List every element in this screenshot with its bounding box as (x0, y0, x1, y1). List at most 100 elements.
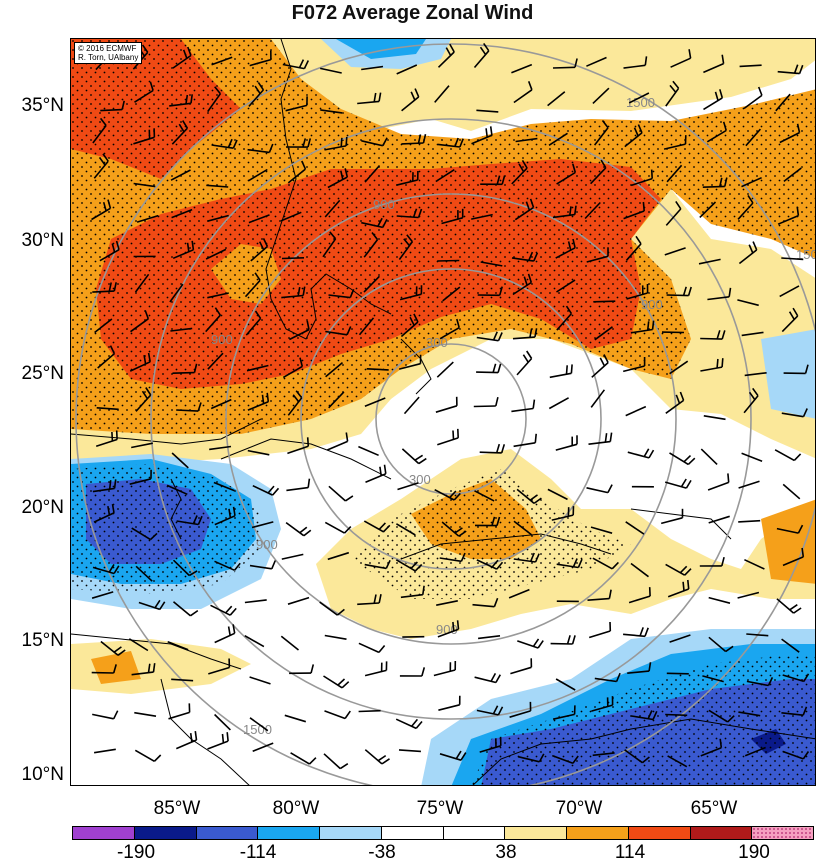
wind-barb (517, 755, 540, 763)
wind-barb (91, 207, 111, 221)
wind-barb (737, 299, 759, 307)
wind-barb-flag (571, 635, 576, 645)
lat-label-20n: 20°N (21, 497, 64, 518)
wind-barb (480, 261, 503, 267)
wind-barb-flag (719, 177, 723, 187)
wind-barb-flag (498, 286, 503, 296)
wind-barb-flag (643, 448, 650, 457)
wind-barb-flag (144, 310, 150, 320)
wind-barb (630, 328, 653, 334)
wind-barb (135, 565, 153, 582)
wind-barb-flag (537, 640, 544, 649)
wind-barb (285, 104, 308, 112)
wind-barb (358, 709, 381, 713)
wind-barb (245, 317, 262, 336)
wind-barb-flag (382, 524, 391, 533)
wind-barb-flag (344, 168, 349, 178)
wind-barb (284, 714, 307, 723)
wind-barb-flag (683, 455, 692, 463)
ring-label: 1500 (796, 247, 816, 262)
wind-barb-flag (682, 581, 685, 591)
wind-barb (320, 67, 342, 74)
wind-barb-flag (232, 506, 236, 516)
wind-barb-flag (292, 394, 300, 403)
wind-barb-flag (99, 157, 106, 166)
wind-barb (476, 109, 499, 113)
wind-barb (556, 563, 579, 569)
wind-barb-flag (639, 627, 644, 637)
wind-barb-flag (637, 124, 643, 134)
wind-barb-flag (227, 138, 233, 148)
wind-barb-flag (412, 208, 418, 218)
wind-barb (698, 258, 721, 265)
wind-barb-flag (254, 310, 262, 319)
wind-barb (172, 601, 191, 617)
wind-barb (172, 54, 192, 69)
wind-barb-flag (793, 607, 802, 614)
wind-barb (738, 519, 761, 523)
wind-barb-flag (214, 86, 222, 95)
wind-barb-flag (567, 241, 572, 251)
wind-barb (96, 407, 119, 411)
wind-barb (437, 143, 460, 148)
wind-barb-flag (337, 678, 346, 686)
wind-barb-flag (298, 59, 305, 69)
wind-barb (590, 167, 607, 185)
wind-barb (366, 368, 389, 371)
wind-barb (364, 164, 381, 183)
wind-barb (248, 214, 270, 224)
wind-barb (471, 134, 493, 145)
wind-barb-flag (108, 282, 112, 292)
ring-label: 900 (256, 537, 278, 552)
wind-barb-flag (262, 238, 269, 247)
wind-barb-flag (633, 127, 639, 137)
wind-barb (287, 168, 306, 184)
wind-barb-flag (193, 363, 198, 373)
wind-barb (358, 642, 380, 654)
wind-barb-flag (414, 454, 424, 461)
wind-barb-flag (147, 352, 151, 362)
wind-barb (252, 484, 273, 496)
wind-barb-flag (604, 433, 608, 443)
wind-barb (364, 563, 387, 570)
wind-barb (745, 128, 762, 147)
wind-barb (364, 669, 387, 677)
wind-barb (670, 57, 691, 68)
wind-barb-flag (111, 503, 115, 514)
wind-barb-flag (267, 485, 275, 494)
wind-barb (170, 169, 191, 181)
wind-barb-flag (409, 316, 415, 326)
wind-barb (625, 521, 645, 535)
wind-barb (361, 221, 383, 229)
wind-barb (364, 397, 386, 407)
credit-line-ecmwf: © 2016 ECMWF (78, 44, 137, 53)
map-panel: 300 300 900 900 900 900 900 1500 1500 15… (70, 38, 816, 786)
wind-barb (439, 753, 462, 761)
wind-barb (706, 129, 727, 143)
wind-barb (587, 597, 610, 601)
wind-barb (97, 353, 115, 369)
wind-barb-flag (652, 710, 658, 720)
wind-barb (328, 391, 345, 409)
wind-barb (247, 148, 270, 154)
wind-barb-flag (716, 330, 721, 340)
wind-barb-flag (532, 638, 540, 647)
wind-barb (660, 517, 683, 525)
wind-barb-flag (727, 715, 735, 723)
wind-barb (133, 182, 156, 188)
wind-barb-flag (329, 231, 337, 240)
wind-barb-flag (528, 251, 534, 261)
wind-barb (358, 317, 375, 336)
wind-barb (782, 750, 804, 760)
stipple-north (71, 39, 815, 434)
wind-barb (664, 247, 686, 256)
wind-barb (777, 70, 800, 75)
wind-barb (328, 294, 351, 299)
wind-barb-flag (306, 437, 310, 447)
wind-barb (320, 109, 343, 114)
wind-barb-flag (303, 529, 312, 537)
wind-barb-flag (600, 159, 607, 169)
wind-barb-flag (716, 358, 719, 369)
wind-barb (590, 389, 606, 408)
wind-barb (280, 211, 302, 222)
